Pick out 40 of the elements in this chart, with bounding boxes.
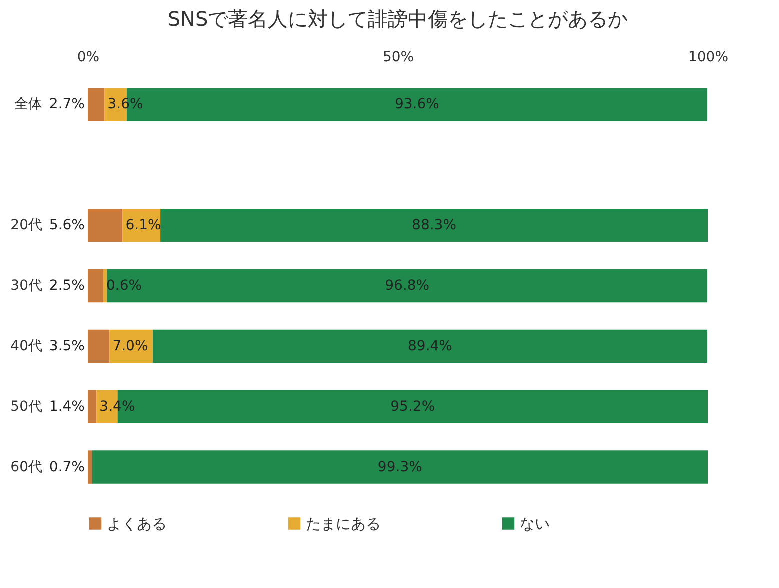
bar xyxy=(88,390,97,424)
bar xyxy=(153,330,708,364)
y-tick-label: 50代 xyxy=(10,398,42,415)
bar xyxy=(88,88,105,122)
bar xyxy=(104,269,108,303)
data-label: 3.5% xyxy=(49,338,85,354)
data-label: 6.1% xyxy=(126,218,162,234)
legend-label: ない xyxy=(520,514,550,533)
data-label: 7.0% xyxy=(112,338,148,354)
y-tick-label: 全体 xyxy=(14,96,42,113)
bar xyxy=(110,330,154,364)
bar xyxy=(160,208,708,242)
y-tick-label: 40代 xyxy=(10,338,42,354)
x-tick-label: 0% xyxy=(77,50,100,66)
y-tick-label: 30代 xyxy=(10,278,42,294)
data-label: 5.6% xyxy=(49,218,85,234)
bar xyxy=(92,450,708,484)
data-label: 0.6% xyxy=(106,278,142,294)
y-tick-label: 20代 xyxy=(10,218,42,234)
data-label: 99.3% xyxy=(378,459,422,476)
data-label: 2.5% xyxy=(49,278,85,294)
bar xyxy=(88,208,123,242)
data-label: 88.3% xyxy=(412,218,457,234)
x-tick-label: 50% xyxy=(382,50,414,66)
data-label: 89.4% xyxy=(408,338,452,354)
bar xyxy=(88,330,110,364)
y-tick-label: 60代 xyxy=(10,459,42,476)
legend-label: たまにある xyxy=(306,514,381,533)
data-label: 96.8% xyxy=(385,278,430,294)
x-tick-label: 100% xyxy=(688,50,729,66)
bar xyxy=(107,269,708,303)
bar xyxy=(88,269,104,303)
data-label: 1.4% xyxy=(49,398,85,415)
data-label: 0.7% xyxy=(49,459,85,476)
data-label: 95.2% xyxy=(390,398,436,415)
legend-label: よくある xyxy=(107,514,167,533)
chart-title: SNSで著名人に対して誹謗中傷をしたことがあるか xyxy=(168,7,628,31)
data-label: 93.6% xyxy=(394,96,440,113)
data-label: 2.7% xyxy=(49,96,85,113)
bar xyxy=(88,450,92,484)
